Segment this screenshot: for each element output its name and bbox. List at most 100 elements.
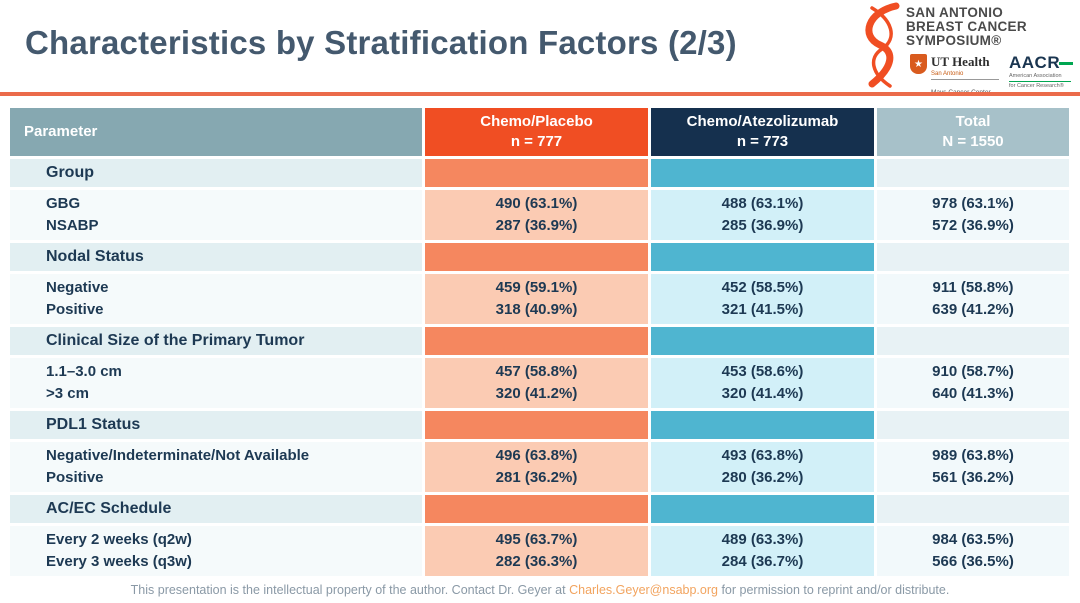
values-nodal-atezo: 452 (58.5%) 321 (41.5%) (651, 274, 874, 324)
value: 989 (63.8%) (932, 446, 1014, 464)
value: 284 (36.7%) (721, 553, 804, 570)
category-acec-schedule: AC/EC Schedule (10, 495, 422, 523)
page-title: Characteristics by Stratification Factor… (25, 24, 737, 61)
value: 978 (63.1%) (932, 194, 1014, 212)
values-acec-atezo: 489 (63.3%) 284 (36.7%) (651, 526, 874, 576)
value: 280 (36.2%) (721, 469, 804, 486)
category-nodal-status: Nodal Status (10, 243, 422, 271)
value: 639 (41.2%) (932, 301, 1014, 318)
ut-health-location: San Antonio (931, 71, 964, 77)
row-labels-group: GBG NSABP (10, 190, 422, 240)
category-group-atezo-cell (651, 159, 874, 187)
row-label: Negative/Indeterminate/Not Available (46, 446, 310, 464)
aacr-logo: AACR American Association for Cancer Res… (1009, 53, 1073, 90)
value: 285 (36.9%) (721, 217, 804, 234)
row-labels-size: 1.1–3.0 cm >3 cm (10, 358, 422, 408)
value: 320 (41.2%) (495, 385, 578, 402)
row-label: Every 2 weeks (q2w) (46, 530, 192, 548)
values-nodal-total: 911 (58.8%) 639 (41.2%) (877, 274, 1069, 324)
sabcs-line-3: SYMPOSIUM® (906, 33, 1002, 49)
values-group-atezo: 488 (63.1%) 285 (36.9%) (651, 190, 874, 240)
header-chemo-placebo: Chemo/Placebo n = 777 (425, 108, 648, 156)
values-nodal-chemo: 459 (59.1%) 318 (40.9%) (425, 274, 648, 324)
logo-cluster: SAN ANTONIO BREAST CANCER SYMPOSIUM® ★ U… (854, 2, 1073, 96)
value: 572 (36.9%) (932, 217, 1014, 234)
category-pdl1-atezo-cell (651, 411, 874, 439)
category-clinical-size: Clinical Size of the Primary Tumor (10, 327, 422, 355)
value: 561 (36.2%) (932, 469, 1014, 486)
values-group-chemo: 490 (63.1%) 287 (36.9%) (425, 190, 648, 240)
value: 453 (58.6%) (721, 362, 804, 380)
row-label: GBG (46, 194, 81, 212)
footer-disclaimer: This presentation is the intellectual pr… (0, 583, 1080, 597)
category-pdl1-status: PDL1 Status (10, 411, 422, 439)
sabcs-ribbon-icon (865, 2, 900, 88)
values-acec-chemo: 495 (63.7%) 282 (36.3%) (425, 526, 648, 576)
value: 459 (59.1%) (495, 278, 578, 296)
value: 493 (63.8%) (721, 446, 804, 464)
sabcs-wordmark: SAN ANTONIO BREAST CANCER SYMPOSIUM® (906, 5, 1027, 49)
value: 287 (36.9%) (495, 217, 578, 234)
category-group-total-cell (877, 159, 1069, 187)
category-acec-total-cell (877, 495, 1069, 523)
row-labels-pdl1: Negative/Indeterminate/Not Available Pos… (10, 442, 422, 492)
row-label: Every 3 weeks (q3w) (46, 553, 192, 570)
values-group-total: 978 (63.1%) 572 (36.9%) (877, 190, 1069, 240)
header-chemo-placebo-name: Chemo/Placebo (480, 112, 593, 130)
values-pdl1-total: 989 (63.8%) 561 (36.2%) (877, 442, 1069, 492)
value: 452 (58.5%) (721, 278, 804, 296)
value: 910 (58.7%) (932, 362, 1014, 380)
value: 496 (63.8%) (495, 446, 578, 464)
category-size-chemo-cell (425, 327, 648, 355)
value: 490 (63.1%) (495, 194, 578, 212)
title-divider (0, 92, 1080, 96)
aacr-green-bar (1059, 62, 1073, 65)
values-acec-total: 984 (63.5%) 566 (36.5%) (877, 526, 1069, 576)
value: 318 (40.9%) (495, 301, 578, 318)
aacr-wordmark: AACR (1009, 53, 1061, 72)
category-acec-chemo-cell (425, 495, 648, 523)
row-labels-nodal: Negative Positive (10, 274, 422, 324)
value: 282 (36.3%) (495, 553, 578, 570)
category-nodal-total-cell (877, 243, 1069, 271)
row-label: Negative (46, 278, 109, 296)
header-chemo-placebo-n: n = 777 (510, 133, 563, 150)
header-chemo-atezolizumab-name: Chemo/Atezolizumab (686, 112, 839, 130)
values-pdl1-chemo: 496 (63.8%) 281 (36.2%) (425, 442, 648, 492)
header-chemo-atezolizumab-n: n = 773 (736, 133, 789, 150)
sabcs-line-1: SAN ANTONIO (906, 5, 1004, 20)
values-pdl1-atezo: 493 (63.8%) 280 (36.2%) (651, 442, 874, 492)
value: 321 (41.5%) (721, 301, 804, 318)
row-labels-acec: Every 2 weeks (q2w) Every 3 weeks (q3w) (10, 526, 422, 576)
category-group-chemo-cell (425, 159, 648, 187)
characteristics-table: Parameter Chemo/Placebo n = 777 Chemo/At… (10, 108, 1069, 576)
category-pdl1-total-cell (877, 411, 1069, 439)
aacr-sub-1: American Association (1009, 73, 1071, 82)
row-label: NSABP (46, 217, 99, 234)
ut-shield-icon: ★ (910, 54, 927, 74)
value: 566 (36.5%) (932, 553, 1014, 570)
category-nodal-chemo-cell (425, 243, 648, 271)
header-total-n: N = 1550 (942, 133, 1004, 150)
value: 320 (41.4%) (721, 385, 804, 402)
row-label: >3 cm (46, 385, 89, 402)
category-group: Group (10, 159, 422, 187)
values-size-atezo: 453 (58.6%) 320 (41.4%) (651, 358, 874, 408)
value: 495 (63.7%) (495, 530, 578, 548)
category-pdl1-chemo-cell (425, 411, 648, 439)
header-total-name: Total (955, 112, 991, 130)
category-nodal-atezo-cell (651, 243, 874, 271)
ut-health-rule (931, 79, 999, 80)
category-size-total-cell (877, 327, 1069, 355)
aacr-sub-2: for Cancer Research® (1009, 82, 1064, 89)
value: 281 (36.2%) (495, 469, 578, 486)
ut-health-name: UT Health (931, 54, 990, 69)
value: 911 (58.8%) (932, 278, 1014, 296)
header-parameter: Parameter (10, 108, 422, 156)
value: 984 (63.5%) (932, 530, 1014, 548)
value: 640 (41.3%) (932, 385, 1014, 402)
footer-text-post: for permission to reprint and/or distrib… (717, 583, 950, 597)
footer-email-link[interactable]: Charles.Geyer@nsabp.org (569, 583, 718, 597)
category-acec-atezo-cell (651, 495, 874, 523)
